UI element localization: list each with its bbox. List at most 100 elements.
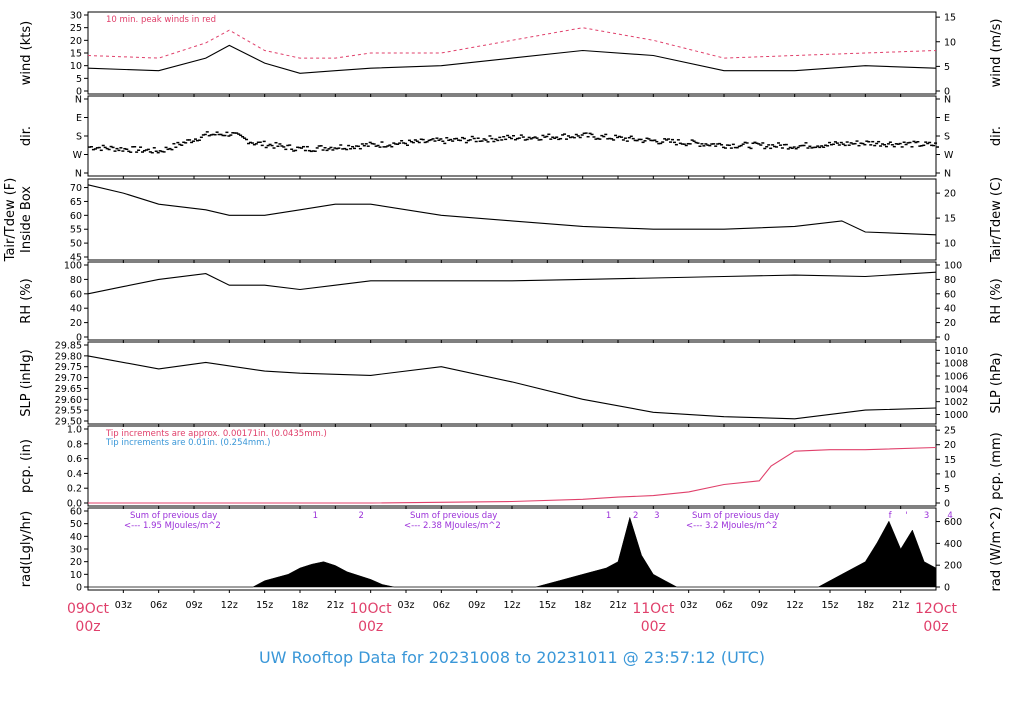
dir-point xyxy=(89,146,93,148)
dir-point xyxy=(488,135,492,137)
y-tick-label-right: 1008 xyxy=(944,359,968,370)
dir-point xyxy=(368,141,372,144)
dir-point xyxy=(278,143,282,145)
y-tick-label: 30 xyxy=(70,11,82,22)
dir-point xyxy=(184,142,188,144)
dir-point xyxy=(639,138,643,141)
dir-point xyxy=(521,136,525,138)
dir-point xyxy=(563,133,567,135)
y-tick-label-right: 10 xyxy=(944,239,956,250)
dir-point xyxy=(217,133,221,136)
dir-point xyxy=(843,144,847,147)
dir-point xyxy=(406,144,409,147)
dir-point xyxy=(146,148,150,151)
dir-point xyxy=(262,140,266,143)
dir-point xyxy=(722,146,726,149)
y-tick-label: 20 xyxy=(70,318,82,329)
dir-point xyxy=(863,143,867,146)
dir-point xyxy=(241,136,245,138)
rad-sum-label: Sum of previous day xyxy=(410,511,497,521)
dir-point xyxy=(176,141,180,144)
series-line-rh xyxy=(87,271,937,295)
dir-point xyxy=(786,148,790,150)
dir-point xyxy=(879,145,883,147)
x-hour-label: 15z xyxy=(539,600,556,611)
dir-point xyxy=(351,145,355,148)
y-tick-label-right: 60 xyxy=(944,289,956,300)
dir-point xyxy=(300,147,303,149)
y-tick-label: 0.4 xyxy=(67,469,82,480)
y-tick-label: 0.2 xyxy=(67,484,82,495)
dir-point xyxy=(625,140,629,142)
dir-point xyxy=(366,145,370,147)
dir-point xyxy=(290,148,294,151)
dir-point xyxy=(835,142,839,144)
y-tick-label: 29.65 xyxy=(55,384,82,395)
dir-point xyxy=(243,137,247,139)
dir-point xyxy=(413,139,417,141)
dir-point xyxy=(498,136,502,139)
dir-point xyxy=(812,146,816,149)
dir-point xyxy=(215,131,219,133)
y-axis-label: RH (%) xyxy=(19,278,34,323)
dir-point xyxy=(690,139,694,141)
dir-point xyxy=(824,144,828,147)
dir-point xyxy=(354,145,358,147)
dir-point xyxy=(533,136,537,138)
dir-point xyxy=(288,144,292,146)
dir-point xyxy=(519,134,523,136)
dir-point xyxy=(437,139,441,142)
rad-marker: 2 xyxy=(359,511,364,521)
dir-point xyxy=(97,146,101,149)
dir-point xyxy=(590,133,594,136)
dir-point xyxy=(245,138,249,141)
y-tick-label: W xyxy=(73,150,83,161)
dir-point xyxy=(565,138,568,140)
dir-point xyxy=(549,138,553,140)
dir-point xyxy=(926,142,930,145)
series-line-temp xyxy=(87,184,937,236)
dir-point xyxy=(784,143,788,146)
dir-point xyxy=(865,140,869,142)
dir-point xyxy=(745,142,749,144)
x-day-label: 11Oct xyxy=(632,601,675,617)
dir-point xyxy=(918,145,922,147)
dir-point xyxy=(188,139,192,141)
y-axis-label-right: pcp. (mm) xyxy=(989,432,1004,499)
dir-point xyxy=(131,146,135,148)
dir-point xyxy=(570,136,574,138)
dir-point xyxy=(586,135,590,138)
series-line-pcp_red xyxy=(88,446,937,504)
dir-point xyxy=(582,132,586,135)
y-tick-label-right: 15 xyxy=(944,214,956,225)
dir-point xyxy=(647,138,651,140)
dir-point xyxy=(280,145,284,147)
dir-point xyxy=(541,134,545,137)
y-axis-label-2: Inside Box xyxy=(19,186,34,253)
dir-point xyxy=(135,151,139,153)
dir-point xyxy=(934,142,938,144)
dir-point xyxy=(139,146,143,148)
dir-point xyxy=(455,137,459,140)
dir-point xyxy=(203,133,207,136)
y-tick-label: 0.6 xyxy=(67,454,82,465)
dir-point xyxy=(201,134,205,136)
dir-point xyxy=(631,137,635,140)
y-axis-label: pcp. (in) xyxy=(19,439,34,493)
dir-point xyxy=(900,146,904,148)
dir-point xyxy=(490,137,494,140)
dir-point xyxy=(417,141,421,144)
dir-point xyxy=(773,145,777,148)
dir-point xyxy=(195,139,199,142)
dir-point xyxy=(327,148,331,150)
dir-point xyxy=(759,144,763,146)
x-hour-label: 12z xyxy=(503,600,520,611)
dir-point xyxy=(724,147,727,149)
y-tick-label-right: 10 xyxy=(944,37,956,48)
dir-point xyxy=(886,143,890,145)
dir-point xyxy=(400,140,404,142)
y-tick-label: 29.55 xyxy=(55,406,82,417)
dir-point xyxy=(561,134,565,136)
dir-point xyxy=(849,142,853,144)
dir-point xyxy=(239,134,243,137)
